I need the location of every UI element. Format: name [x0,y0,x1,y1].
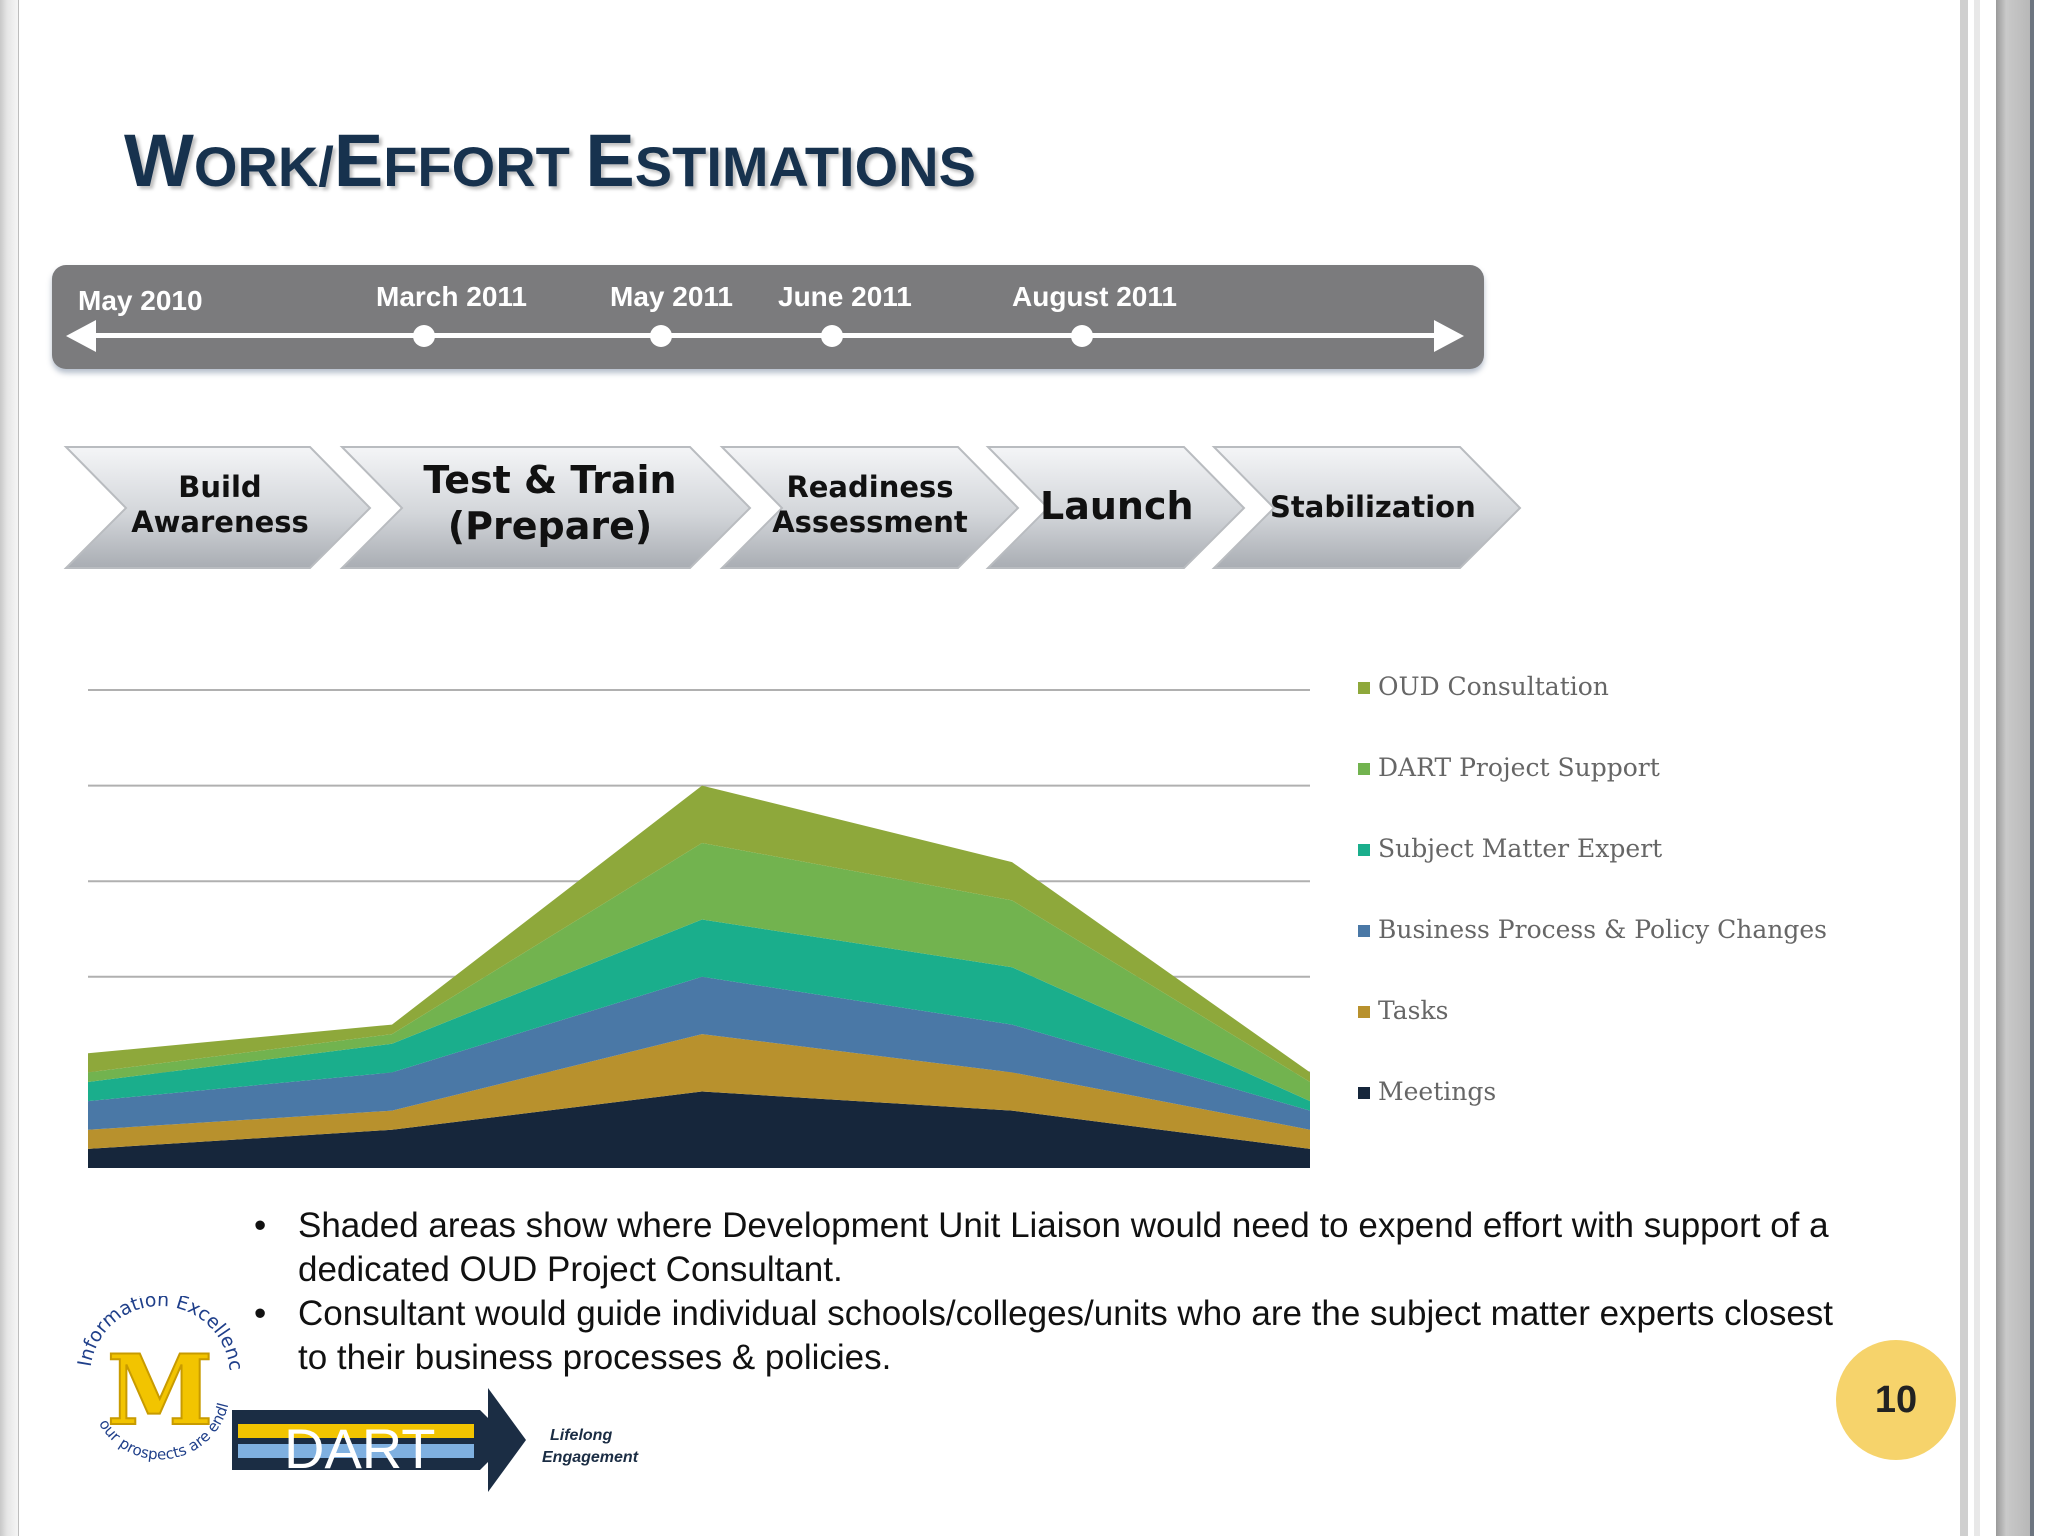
area-oud-consultation [88,785,1310,1082]
phase-chevron-readiness [719,446,1020,569]
phase-chevron-stabilization [1211,446,1522,569]
bullet-item: • Consultant would guide individual schoo… [254,1294,1834,1377]
timeline-line [82,333,1442,338]
dart-logo: Information Excellence our prospects are… [70,1296,639,1492]
timeline-label-may-2010: May 2010 [78,285,203,316]
legend-label: Tasks [1378,996,1449,1025]
area-dart-project-support [88,842,1310,1102]
legend-label: OUD Consultation [1378,672,1609,701]
legend-swatch [1358,925,1370,937]
tagline-line2: Engagement [542,1449,639,1466]
legend-swatch [1358,682,1370,694]
bullet-list: • Shaded areas show where Development Uni… [254,1204,1854,1380]
legend-swatch [1358,1087,1370,1099]
legend-swatch [1358,1006,1370,1018]
timeline-label-august-2011: August 2011 [1012,281,1177,312]
dart-wordmark: DART [284,1417,435,1480]
page-number-badge: 10 [1836,1340,1956,1460]
timeline-marker [821,325,843,347]
phase-label-test-train: Test & Train (Prepare) [423,458,677,548]
slide-title: WORK/EFFORT ESTIMATIONS [124,119,976,202]
area-business-process-policy-changes [88,976,1310,1130]
legend-label: Meetings [1378,1077,1497,1106]
phase-chevron-build-awareness [63,446,372,569]
phase-chevron-launch [985,446,1246,569]
timeline-marker [1071,325,1093,347]
timeline-marker [413,325,435,347]
timeline-bar: May 2010 March 2011 May 2011 June 2011 A… [52,265,1484,369]
area-meetings [88,1091,1310,1168]
legend-label: DART Project Support [1378,753,1660,782]
phase-label-build-awareness: Build Awareness [131,470,309,539]
phase-label-readiness: Readiness Assessment [772,470,968,539]
timeline-label-march-2011: March 2011 [376,281,527,312]
legend-swatch [1358,844,1370,856]
legend-swatch [1358,763,1370,775]
legend-label: Subject Matter Expert [1378,834,1663,863]
arrow-right-icon [1434,320,1464,352]
area-tasks [88,1034,1310,1149]
block-m-icon: M [107,1334,213,1447]
timeline-label-june-2011: June 2011 [778,281,912,312]
legend-label: Business Process & Policy Changes [1378,915,1828,944]
slide-left-border [0,0,19,1536]
area-subject-matter-expert [88,919,1310,1111]
phase-chevron-test-train [339,446,752,569]
timeline-label-may-2011: May 2011 [610,281,733,312]
slide-right-border [1960,0,2048,1536]
tagline-line1: Lifelong [550,1427,612,1444]
arrow-left-icon [66,320,96,352]
phase-label-stabilization: Stabilization [1270,490,1476,524]
timeline-marker [650,325,672,347]
bullet-item: • Shaded areas show where Development Uni… [254,1206,1829,1289]
phase-label-launch: Launch [1040,484,1194,528]
